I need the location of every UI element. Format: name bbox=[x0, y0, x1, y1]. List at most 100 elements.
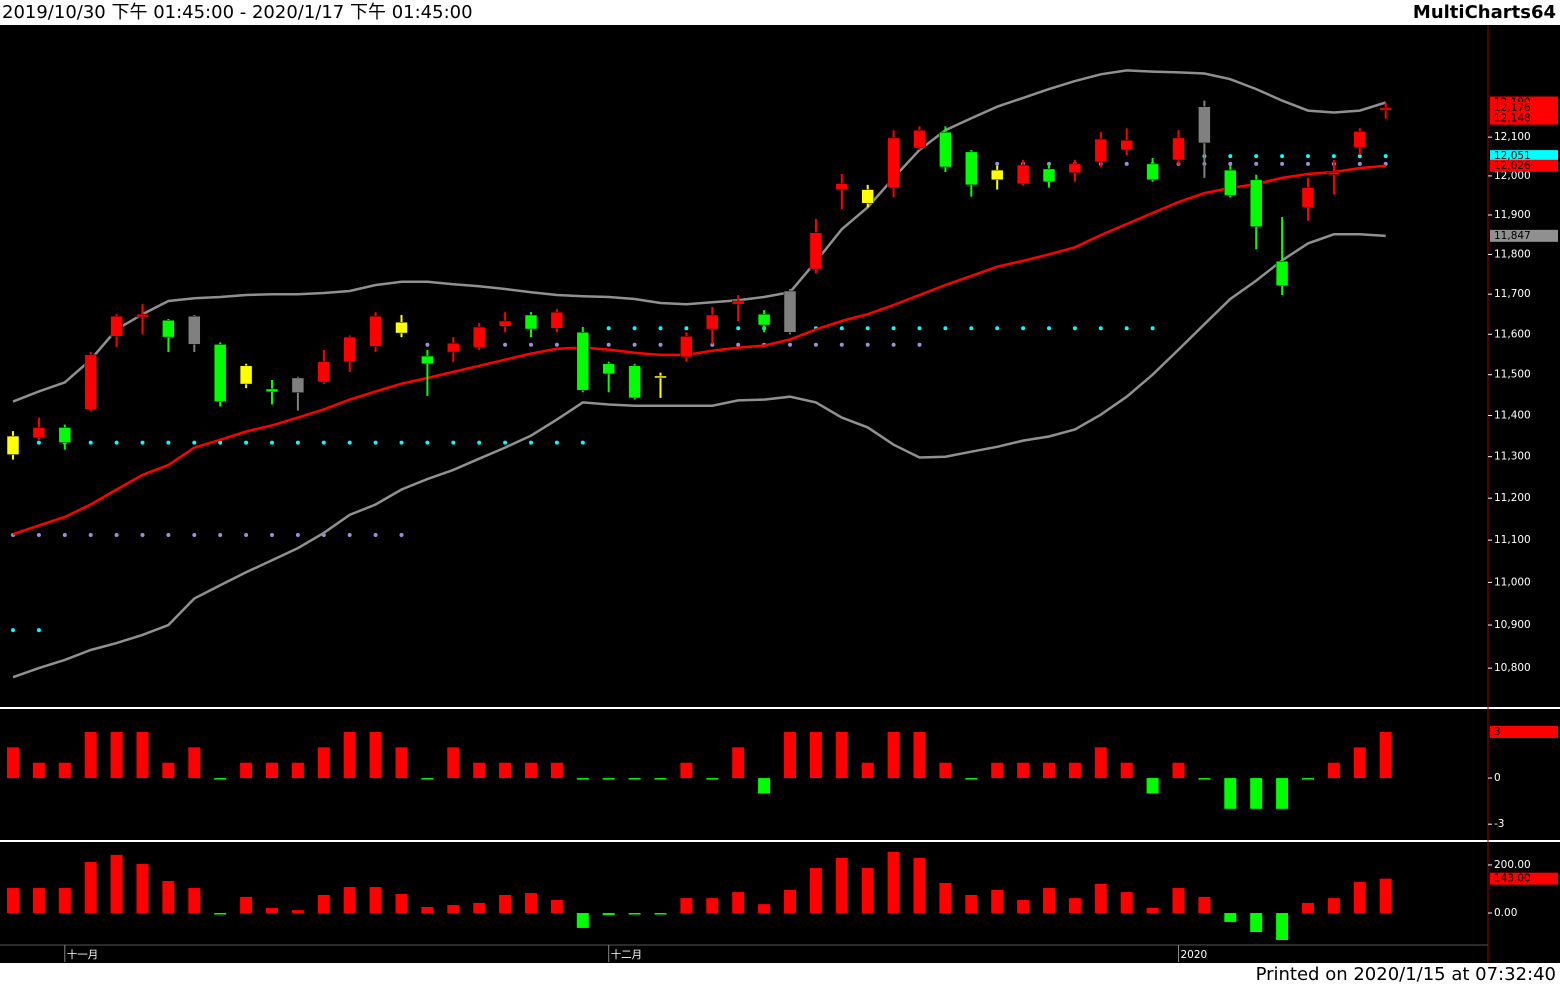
level-dot bbox=[425, 440, 430, 445]
level-dot bbox=[62, 533, 67, 538]
candle-body bbox=[1120, 139, 1133, 151]
level-dot bbox=[1021, 326, 1026, 331]
level-dot bbox=[218, 440, 223, 445]
x-tick-label: 十一月 bbox=[67, 948, 99, 961]
level-dot bbox=[399, 533, 404, 538]
price-marker-label: 11,847 bbox=[1494, 230, 1531, 242]
level-dot bbox=[88, 440, 93, 445]
price-marker-label: 12,051 bbox=[1494, 150, 1531, 162]
histogram-bar bbox=[1276, 778, 1289, 809]
histogram-bar bbox=[1302, 902, 1314, 914]
level-dot bbox=[1306, 161, 1310, 166]
candle-body bbox=[213, 344, 227, 402]
level-dot bbox=[917, 326, 922, 331]
candle-body bbox=[1249, 179, 1263, 228]
candle-body bbox=[1198, 106, 1211, 144]
histogram-bar bbox=[1327, 762, 1340, 779]
print-info: Printed on 2020/1/15 at 07:32:40 bbox=[1256, 964, 1556, 985]
candle-body bbox=[550, 311, 564, 329]
level-dot bbox=[1124, 326, 1129, 331]
candle-body bbox=[602, 363, 615, 375]
histogram-bar bbox=[784, 731, 796, 779]
level-dot bbox=[529, 440, 533, 445]
histogram-bar bbox=[1353, 882, 1366, 914]
candle-body bbox=[1353, 131, 1367, 148]
histogram-bar bbox=[188, 888, 201, 914]
y-tick-label: 11,100 bbox=[1494, 534, 1531, 546]
level-dot bbox=[1254, 161, 1259, 166]
histogram-bar bbox=[1120, 892, 1133, 914]
histogram-bar bbox=[266, 762, 278, 779]
histogram-bar bbox=[499, 895, 512, 914]
histogram-bar bbox=[861, 762, 874, 779]
level-dot bbox=[1228, 154, 1233, 159]
candle-body bbox=[1016, 164, 1030, 184]
level-dot bbox=[736, 326, 741, 331]
band-line bbox=[12, 69, 1387, 403]
histogram-bar bbox=[369, 887, 382, 914]
y-tick-label: 0 bbox=[1494, 772, 1501, 784]
histogram-bar bbox=[680, 762, 693, 779]
chart-background bbox=[0, 25, 1560, 963]
price-marker-label: 143.00 bbox=[1494, 873, 1531, 885]
candle-body bbox=[654, 375, 667, 379]
level-dot bbox=[736, 342, 741, 347]
y-tick-label: 200.00 bbox=[1494, 859, 1531, 871]
level-dot bbox=[995, 326, 1000, 331]
level-dot bbox=[813, 342, 818, 347]
candle-body bbox=[861, 189, 874, 204]
histogram-bar bbox=[965, 895, 978, 914]
candle-body bbox=[32, 427, 46, 438]
price-marker bbox=[1490, 101, 1558, 114]
histogram-bar bbox=[369, 731, 382, 779]
price-marker bbox=[1490, 159, 1558, 172]
candle-body bbox=[706, 314, 719, 330]
histogram-bar bbox=[525, 893, 537, 914]
histogram-bar bbox=[58, 888, 71, 914]
candle-body bbox=[58, 427, 72, 443]
y-tick-label: 11,200 bbox=[1494, 492, 1531, 504]
level-dot bbox=[839, 342, 844, 347]
level-dot bbox=[1228, 161, 1233, 166]
level-dot bbox=[606, 342, 611, 347]
candle-body bbox=[447, 342, 460, 353]
histogram-bar bbox=[214, 778, 227, 780]
candle-body bbox=[1172, 137, 1185, 161]
level-dot bbox=[1357, 154, 1362, 159]
level-dot bbox=[373, 533, 378, 538]
level-dot bbox=[114, 533, 119, 538]
candle-body bbox=[835, 183, 849, 190]
histogram-bar bbox=[1146, 778, 1159, 794]
y-tick-label: 11,300 bbox=[1494, 451, 1531, 463]
histogram-bar bbox=[1224, 913, 1237, 922]
level-dot bbox=[140, 533, 145, 538]
level-dot bbox=[347, 533, 352, 538]
level-dot bbox=[218, 533, 223, 538]
level-dot bbox=[891, 342, 896, 347]
level-dot bbox=[321, 440, 326, 445]
price-marker bbox=[1490, 229, 1558, 242]
candle-body bbox=[887, 137, 900, 188]
histogram-bar bbox=[395, 747, 408, 779]
histogram-bar bbox=[628, 778, 641, 780]
histogram-bar bbox=[421, 778, 434, 780]
band-line bbox=[12, 164, 1386, 536]
candle-body bbox=[757, 313, 771, 326]
level-dot bbox=[295, 533, 300, 538]
level-dot bbox=[166, 533, 171, 538]
histogram-bar bbox=[343, 731, 356, 779]
candle-body bbox=[1327, 171, 1341, 175]
level-dot bbox=[425, 342, 430, 347]
level-dot bbox=[477, 440, 482, 445]
candle-body bbox=[1224, 169, 1237, 196]
level-dot bbox=[295, 440, 300, 445]
candle-body bbox=[731, 300, 745, 305]
histogram-bar bbox=[1094, 747, 1107, 779]
histogram-bar bbox=[835, 857, 848, 914]
y-tick-label: 10,800 bbox=[1494, 662, 1531, 674]
histogram-bar bbox=[861, 868, 874, 914]
candle-body bbox=[965, 151, 978, 186]
histogram-bar bbox=[162, 881, 175, 914]
level-dot bbox=[270, 533, 274, 538]
